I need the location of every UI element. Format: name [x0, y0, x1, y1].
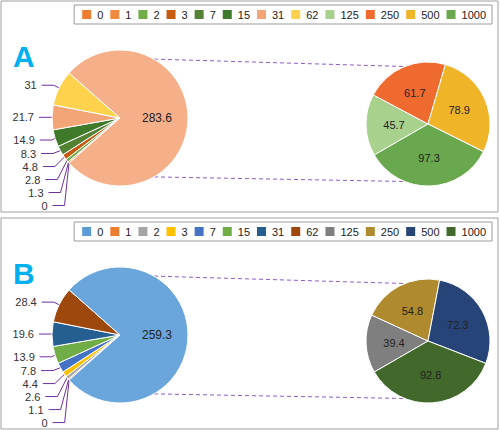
svg-text:125: 125 — [340, 226, 358, 238]
svg-text:28.4: 28.4 — [15, 296, 36, 308]
svg-text:14.9: 14.9 — [13, 134, 34, 146]
svg-text:7: 7 — [210, 226, 216, 238]
svg-text:62: 62 — [306, 226, 318, 238]
svg-text:39.4: 39.4 — [383, 337, 404, 349]
svg-text:21.7: 21.7 — [13, 111, 34, 123]
svg-text:0: 0 — [97, 226, 103, 238]
svg-text:13.9: 13.9 — [13, 351, 34, 363]
svg-text:8.3: 8.3 — [21, 148, 36, 160]
svg-text:54.8: 54.8 — [402, 305, 423, 317]
svg-text:B: B — [13, 257, 35, 290]
svg-text:1000: 1000 — [462, 226, 486, 238]
svg-text:3: 3 — [182, 9, 188, 21]
svg-text:2: 2 — [153, 9, 159, 21]
svg-text:1: 1 — [125, 9, 131, 21]
svg-text:0: 0 — [97, 9, 103, 21]
svg-text:1.3: 1.3 — [28, 187, 43, 199]
svg-text:2.8: 2.8 — [25, 174, 40, 186]
svg-text:97.3: 97.3 — [418, 152, 439, 164]
svg-text:62: 62 — [306, 9, 318, 21]
svg-text:250: 250 — [381, 9, 399, 21]
svg-text:125: 125 — [340, 9, 358, 21]
svg-text:7.8: 7.8 — [21, 365, 36, 377]
svg-text:78.9: 78.9 — [448, 104, 469, 116]
svg-text:250: 250 — [381, 226, 399, 238]
svg-text:1000: 1000 — [462, 9, 486, 21]
svg-text:15: 15 — [238, 226, 250, 238]
svg-text:3: 3 — [182, 226, 188, 238]
svg-text:4.4: 4.4 — [23, 378, 38, 390]
svg-text:1: 1 — [125, 226, 131, 238]
svg-text:15: 15 — [238, 9, 250, 21]
svg-text:500: 500 — [421, 9, 439, 21]
svg-text:7: 7 — [210, 9, 216, 21]
svg-text:A: A — [13, 40, 35, 73]
svg-text:45.7: 45.7 — [383, 119, 404, 131]
svg-text:72.3: 72.3 — [447, 319, 468, 331]
svg-text:259.3: 259.3 — [142, 328, 172, 342]
svg-text:31: 31 — [272, 9, 284, 21]
svg-text:2.6: 2.6 — [25, 391, 40, 403]
svg-text:19.6: 19.6 — [13, 328, 34, 340]
svg-text:0: 0 — [41, 417, 47, 429]
svg-text:61.7: 61.7 — [404, 87, 425, 99]
svg-text:500: 500 — [421, 226, 439, 238]
svg-text:92.8: 92.8 — [420, 369, 441, 381]
svg-text:0: 0 — [41, 200, 47, 212]
svg-text:2: 2 — [153, 226, 159, 238]
svg-text:1.1: 1.1 — [28, 404, 43, 416]
svg-text:31: 31 — [24, 79, 36, 91]
svg-text:283.6: 283.6 — [142, 111, 172, 125]
svg-text:4.8: 4.8 — [23, 161, 38, 173]
svg-text:31: 31 — [272, 226, 284, 238]
